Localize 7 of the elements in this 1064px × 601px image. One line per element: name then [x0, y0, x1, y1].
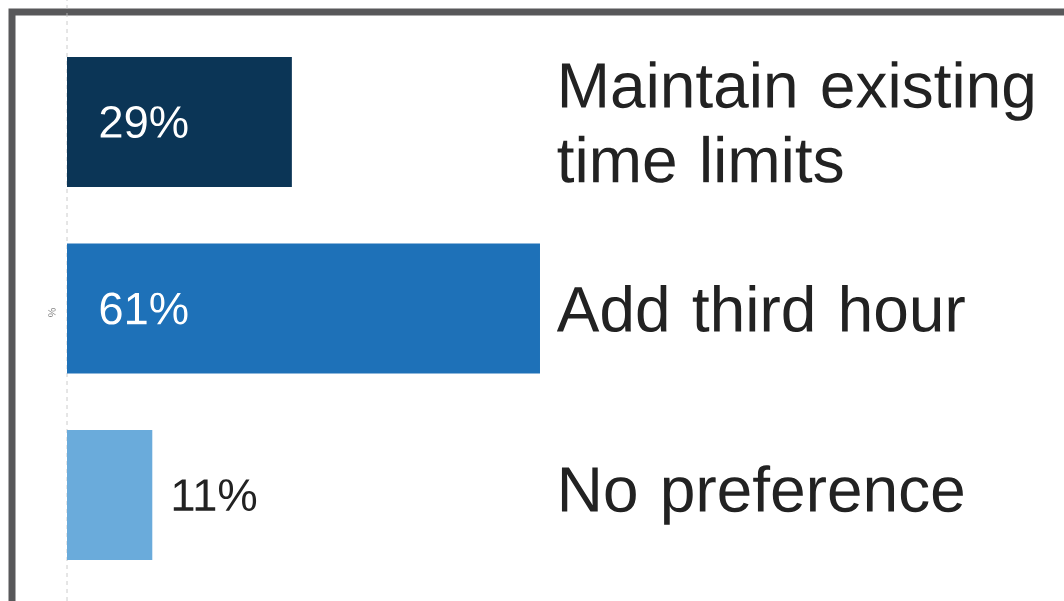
y-tick-label: Maintain existing time limits — [557, 61, 1033, 183]
y-axis-title: % — [48, 308, 56, 317]
y-tick-label: Add third hour — [556, 285, 965, 333]
y-tick-label: No preference — [561, 465, 963, 525]
data-label: 61% — [100, 292, 188, 325]
data-label: 29% — [100, 105, 188, 139]
data-label: 11% — [173, 479, 257, 511]
